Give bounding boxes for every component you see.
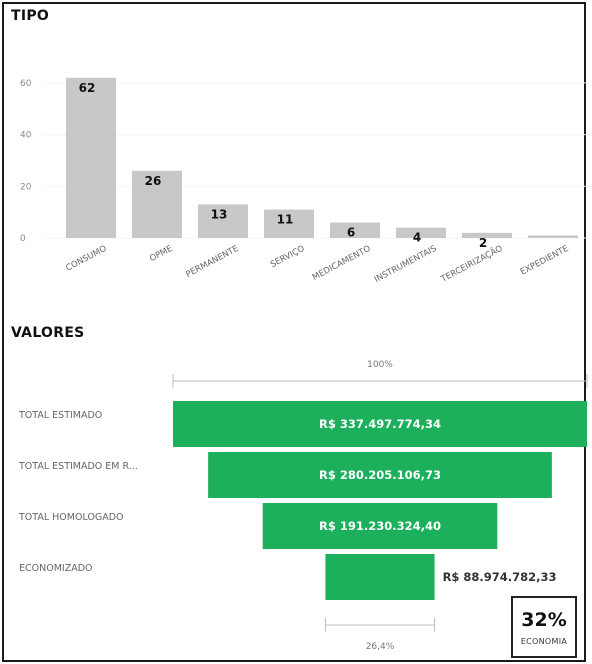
y-tick-label: 20 bbox=[20, 182, 32, 192]
y-tick-label: 40 bbox=[20, 131, 32, 141]
bottom-percent-label: 26,4% bbox=[366, 642, 395, 652]
bar-data-label: 11 bbox=[277, 213, 294, 227]
y-tick-label: 0 bbox=[20, 234, 26, 244]
funnel-value-label: R$ 88.974.782,33 bbox=[443, 570, 557, 584]
bar-data-label: 26 bbox=[145, 174, 162, 188]
y-tick-label: 60 bbox=[20, 79, 32, 89]
bar-data-label: 62 bbox=[79, 81, 96, 95]
funnel-value-label: R$ 337.497.774,34 bbox=[319, 417, 441, 431]
bar-data-label: 4 bbox=[413, 231, 421, 245]
funnel-category-label: TOTAL HOMOLOGADO bbox=[18, 512, 124, 523]
economia-kpi-card: 32% ECONOMIA bbox=[511, 596, 577, 658]
funnel-category-label: TOTAL ESTIMADO EM R... bbox=[18, 461, 138, 472]
funnel-value-label: R$ 191.230.324,40 bbox=[319, 519, 441, 533]
bar-7[interactable] bbox=[528, 235, 578, 238]
bar-chart-title: TIPO bbox=[11, 8, 50, 24]
bar-4[interactable] bbox=[330, 222, 380, 238]
bar-data-label: 13 bbox=[211, 207, 228, 221]
funnel-category-label: TOTAL ESTIMADO bbox=[18, 410, 102, 421]
funnel-bar-0[interactable] bbox=[173, 401, 587, 447]
funnel-chart-title: VALORES bbox=[11, 325, 85, 341]
bar-0[interactable] bbox=[66, 77, 116, 238]
bar-data-label: 2 bbox=[479, 236, 487, 250]
economia-kpi-label: ECONOMIA bbox=[520, 637, 568, 646]
bar-1[interactable] bbox=[132, 170, 182, 238]
funnel-bar-2[interactable] bbox=[262, 503, 498, 549]
economia-kpi-value: 32% bbox=[521, 609, 567, 631]
bar-6[interactable] bbox=[462, 232, 512, 238]
funnel-value-label: R$ 280.205.106,73 bbox=[319, 468, 441, 482]
funnel-bar-1[interactable] bbox=[208, 452, 552, 498]
bar-2[interactable] bbox=[198, 204, 248, 238]
bar-5[interactable] bbox=[396, 227, 446, 238]
top-percent-label: 100% bbox=[367, 360, 393, 370]
funnel-bar-3[interactable] bbox=[325, 554, 435, 600]
funnel-category-label: ECONOMIZADO bbox=[19, 563, 93, 574]
bar-3[interactable] bbox=[264, 209, 314, 238]
bar-data-label: 6 bbox=[347, 225, 355, 239]
